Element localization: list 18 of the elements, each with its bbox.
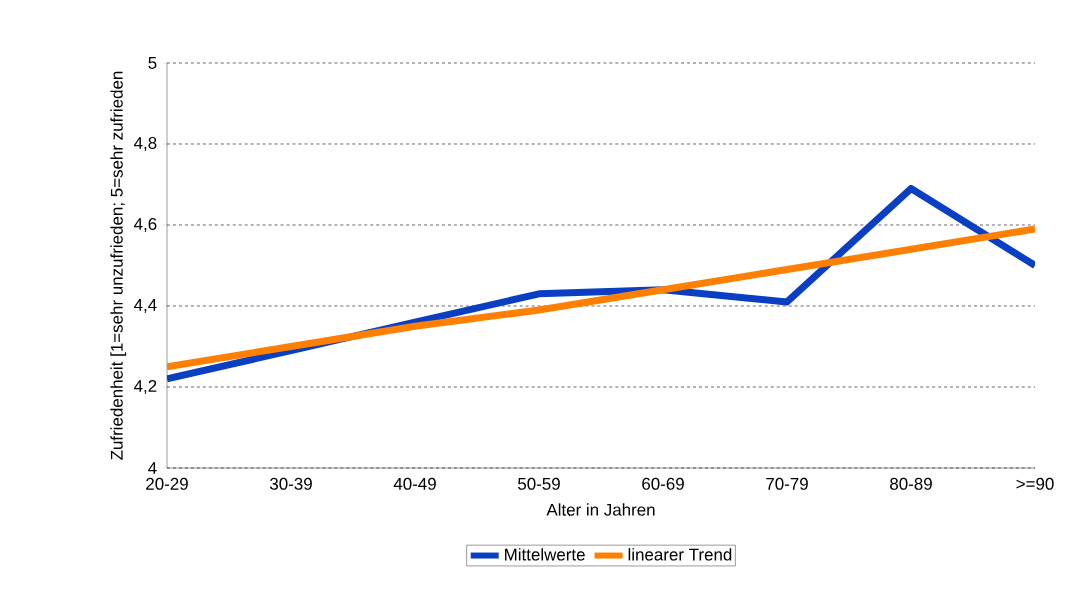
legend-label: Mittelwerte — [505, 548, 585, 561]
y-tick-label: 4,6 — [134, 218, 157, 232]
y-tick-label: 4,8 — [134, 137, 157, 151]
y-tick-label: 4 — [148, 462, 157, 474]
x-tick-label: 50-59 — [518, 477, 560, 490]
x-tick-label: 20-29 — [146, 477, 188, 490]
y-tick-label: 4,4 — [134, 299, 157, 313]
y-axis-title: Zufriedenheit [1=sehr unzufrieden; 5=sehr zufrieden — [110, 71, 127, 460]
x-tick-label: 60-69 — [642, 477, 684, 490]
x-axis-title: Alter in Jahren — [546, 503, 655, 516]
x-tick-label: 70-79 — [766, 477, 808, 490]
x-tick-label: 40-49 — [393, 477, 436, 490]
legend-label: linearer Trend — [628, 548, 732, 561]
x-tick-label: >=90 — [1016, 477, 1054, 490]
y-tick-label: 4,2 — [134, 380, 157, 394]
x-tick-label: 30-39 — [269, 477, 312, 490]
x-tick-label: 80-89 — [890, 477, 932, 490]
y-tick-label: 5 — [148, 57, 157, 69]
